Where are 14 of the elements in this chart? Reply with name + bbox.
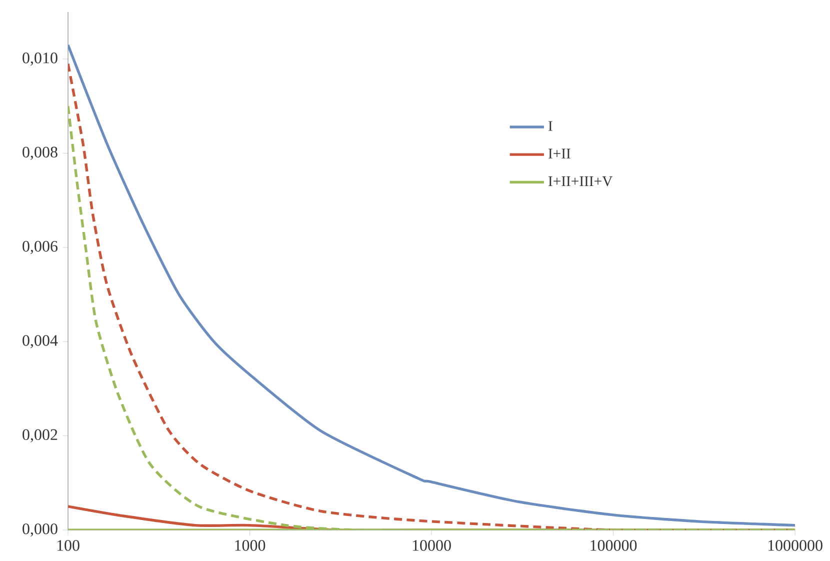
x-tick-label: 1000000 — [768, 540, 822, 551]
legend-label: I+II — [548, 148, 570, 158]
y-tick-label: 0,000 — [22, 523, 58, 537]
x-tick-label: 1000 — [235, 540, 266, 551]
y-tick-label: 0,004 — [22, 335, 58, 348]
y-tick-label: 0,006 — [22, 240, 58, 254]
x-tick-label: 10000 — [412, 540, 451, 551]
x-tick-label: 100000 — [590, 540, 637, 551]
legend-label: I — [548, 121, 552, 131]
y-tick-label: 0,008 — [22, 146, 58, 160]
y-tick-label: 0,010 — [22, 52, 58, 66]
legend-label: I+II+III+V — [548, 176, 612, 186]
x-tick-label: 100 — [57, 540, 80, 551]
y-tick-label: 0,002 — [22, 429, 58, 442]
